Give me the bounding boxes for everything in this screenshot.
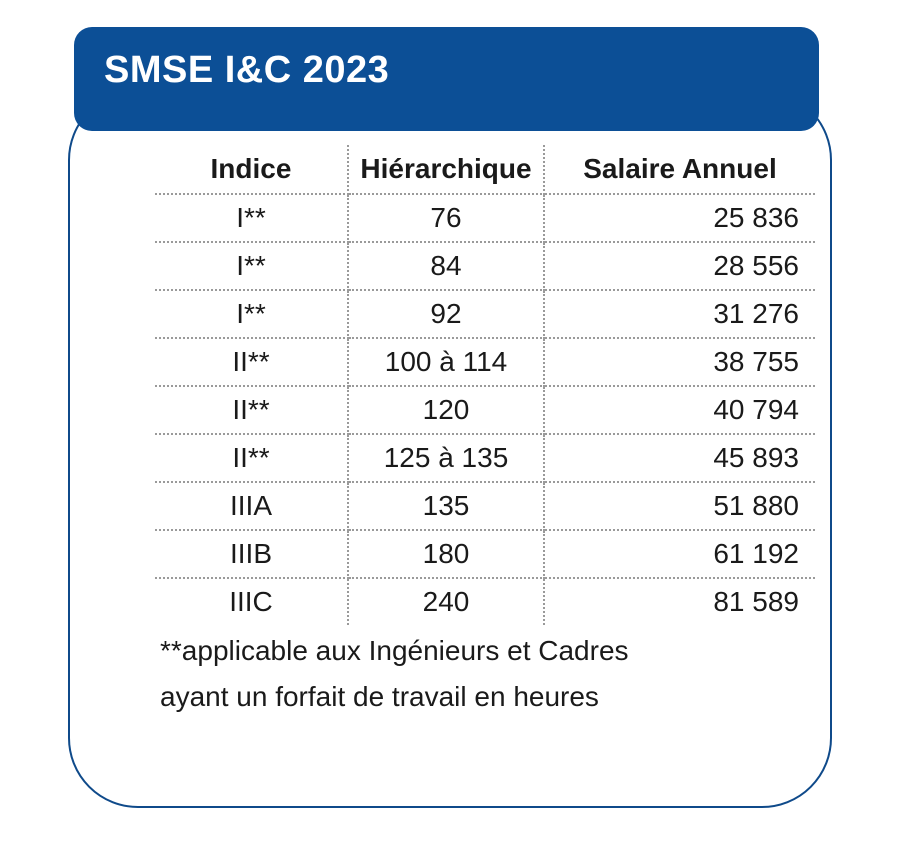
cell-hierarchique: 125 à 135 (348, 434, 545, 483)
table-row: IIIB 180 61 192 (155, 530, 815, 579)
cell-salaire: 51 880 (544, 482, 815, 531)
card-title: SMSE I&C 2023 (104, 49, 390, 91)
cell-indice: II** (155, 386, 349, 435)
column-header-salaire: Salaire Annuel (544, 145, 815, 195)
cell-indice: IIIA (155, 482, 349, 531)
cell-indice: IIIB (155, 530, 349, 579)
cell-salaire: 81 589 (713, 586, 799, 617)
column-header-indice: Indice (155, 145, 349, 195)
cell-salaire: 45 893 (544, 434, 815, 483)
cell-indice: I** (155, 194, 349, 243)
cell-hierarchique: 180 (348, 530, 545, 579)
cell-salaire: 31 276 (544, 290, 815, 339)
cell-hierarchique: 135 (348, 482, 545, 531)
card-header: SMSE I&C 2023 (74, 27, 819, 131)
footnote-line-2: ayant un forfait de travail en heures (160, 681, 599, 712)
cell-hierarchique: 120 (348, 386, 545, 435)
column-header-hierarchique: Hiérarchique (348, 145, 545, 195)
table-row: II** 100 à 114 38 755 (155, 338, 815, 387)
cell-salaire: 38 755 (544, 338, 815, 387)
cell-indice: I** (155, 242, 349, 291)
table-row: I** 92 31 276 (155, 290, 815, 339)
salary-table: Indice Hiérarchique Salaire Annuel I** 7… (155, 145, 815, 625)
cell-hierarchique: 84 (348, 242, 545, 291)
cell-hierarchique: 240 (348, 578, 545, 625)
footnote-line-1: **applicable aux Ingénieurs et Cadres (160, 635, 629, 666)
cell-indice: IIIC (155, 578, 349, 625)
cell-hierarchique: 92 (348, 290, 545, 339)
table-row: II** 125 à 135 45 893 (155, 434, 815, 483)
cell-hierarchique: 76 (348, 194, 545, 243)
table-row: I** 76 25 836 (155, 194, 815, 243)
cell-indice: I** (155, 290, 349, 339)
table-header-row: Indice Hiérarchique Salaire Annuel (155, 145, 815, 195)
cell-salaire: 61 192 (544, 530, 815, 579)
table-row: II** 120 40 794 (155, 386, 815, 435)
footnote: **applicable aux Ingénieurs et Cadres ay… (160, 628, 629, 720)
cell-salaire: 25 836 (544, 194, 815, 243)
cell-hierarchique: 100 à 114 (348, 338, 545, 387)
cell-indice: II** (155, 338, 349, 387)
cell-salaire: 28 556 (544, 242, 815, 291)
cell-indice: II** (155, 434, 349, 483)
table-row: IIIC 240 81 589 (155, 578, 815, 625)
table-row: I** 84 28 556 (155, 242, 815, 291)
cell-salaire: 40 794 (544, 386, 815, 435)
table-row: IIIA 135 51 880 (155, 482, 815, 531)
